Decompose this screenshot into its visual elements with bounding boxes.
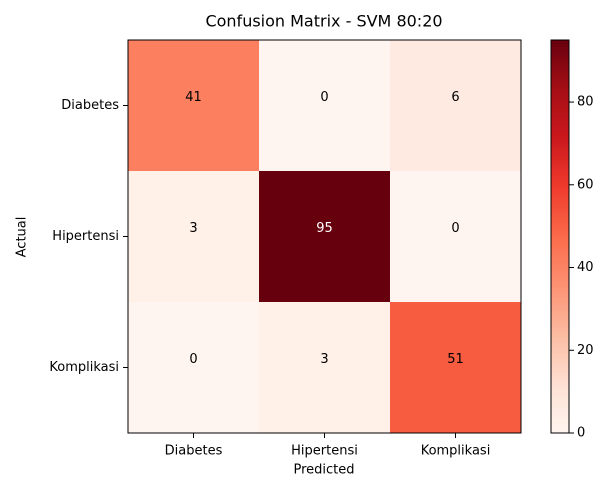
heatmap-cell [259,40,391,172]
cell-label: 0 [189,352,197,367]
x-tick-label: Diabetes [165,444,223,459]
cell-label: 0 [451,221,459,236]
cell-label: 51 [447,352,464,367]
colorbar [550,39,570,434]
cell-label: 0 [320,90,328,105]
cell-label: 3 [189,221,197,236]
heatmap-cell [390,302,522,434]
y-tick-label: Hipertensi [52,229,119,244]
colorbar-tick-label: 80 [577,95,594,110]
heatmap-cell [259,171,391,303]
colorbar-tick-label: 0 [577,426,585,441]
x-tick-label: Hipertensi [291,444,358,459]
cell-label: 3 [320,352,328,367]
colorbar-tick-label: 60 [577,177,594,192]
heatmap-cell [390,171,522,303]
heatmap-cell [259,302,391,434]
y-axis-label: Actual [15,217,30,258]
heatmap-cell [128,302,260,434]
cell-label: 6 [451,90,459,105]
chart-title: Confusion Matrix - SVM 80:20 [205,12,442,31]
heatmap-cell [128,171,260,303]
x-axis-label: Predicted [293,463,354,477]
cell-label: 41 [185,90,202,105]
y-tick-label: Diabetes [61,98,119,113]
y-tick-label: Komplikasi [49,360,119,375]
x-tick-label: Komplikasi [421,444,491,459]
colorbar-tick-label: 20 [577,343,594,358]
heatmap-cell [390,40,522,172]
cell-label: 95 [316,221,333,236]
heatmap-cell [128,40,260,172]
colorbar-tick-label: 40 [577,260,594,275]
